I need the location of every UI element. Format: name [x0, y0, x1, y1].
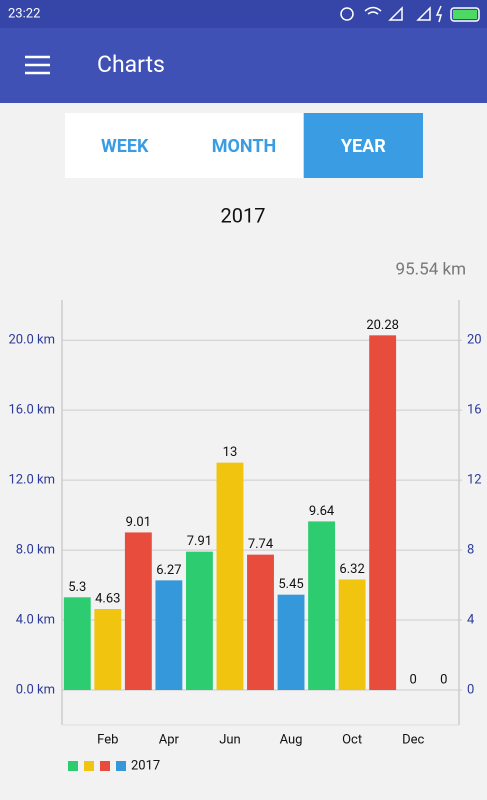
bar-value-label: 20.28: [366, 318, 399, 333]
bar-value-label: 6.27: [156, 563, 181, 578]
y-tick-label: 4.0 km: [16, 612, 55, 627]
x-tick-label: Apr: [159, 732, 180, 747]
bar: [94, 609, 122, 691]
bar: [155, 580, 183, 691]
x-tick-label: Oct: [342, 732, 362, 747]
bar-value-label: 0: [440, 672, 447, 687]
tab-bar: WEEK MONTH YEAR: [65, 113, 423, 178]
tab-label[interactable]: MONTH: [212, 136, 276, 157]
chart: 0.0 km 4.0 km 8.0 km 12.0 km 16.0 km 20.0 km 0…: [8, 300, 482, 773]
period-title: 2017: [221, 203, 266, 227]
bar-value-label: 9.01: [126, 515, 151, 530]
y2-tick-label: 16: [467, 403, 482, 418]
battery-level: [453, 10, 477, 19]
y2-tick-label: 20: [467, 333, 482, 348]
y2-tick-label: 4: [467, 612, 475, 627]
bar: [63, 597, 91, 691]
legend-swatch: [84, 761, 94, 771]
x-tick-label: Aug: [280, 732, 303, 747]
tab-selected[interactable]: [303, 113, 423, 178]
bar: [369, 335, 397, 691]
bar-value-label: 5.3: [68, 580, 86, 595]
bar-value-label: 6.32: [339, 562, 364, 577]
legend-swatch: [116, 761, 126, 771]
bar: [338, 579, 366, 691]
bar-value-label: 5.45: [278, 577, 303, 592]
y-tick-label: 16.0 km: [8, 403, 55, 418]
status-icons: [340, 5, 480, 23]
legend-swatch: [100, 761, 110, 771]
bar-value-label: 0: [410, 672, 417, 687]
bar: [247, 554, 274, 691]
app-title: Charts: [97, 51, 165, 78]
bar-value-label: 9.64: [309, 504, 335, 519]
legend-label: 2017: [131, 758, 160, 773]
bar-value-label: 13: [223, 445, 238, 460]
bar: [124, 532, 152, 691]
tab-label[interactable]: YEAR: [341, 136, 386, 157]
x-tick-label: Jun: [219, 732, 241, 747]
y-tick-label: 12.0 km: [8, 473, 55, 488]
y-tick-label: 8.0 km: [16, 543, 55, 558]
app-bar: [0, 28, 487, 103]
x-tick-label: Feb: [97, 732, 118, 747]
x-tick-label: Dec: [402, 732, 424, 747]
y2-tick-label: 12: [467, 473, 482, 488]
bar: [216, 462, 244, 691]
y2-tick-label: 0: [467, 682, 474, 697]
bar: [185, 551, 213, 691]
bar: [308, 521, 336, 691]
legend-swatch: [68, 761, 78, 771]
status-time: 23:22: [8, 6, 40, 21]
bar-value-label: 4.63: [95, 591, 120, 606]
y-tick-label: 0.0 km: [16, 682, 55, 697]
menu-button[interactable]: [25, 55, 50, 75]
bar: [277, 594, 305, 691]
tab-label[interactable]: WEEK: [101, 136, 149, 157]
status-bar: [0, 0, 487, 28]
bar-value-label: 7.74: [248, 537, 274, 552]
total-distance: 95.54 km: [396, 259, 466, 279]
y-tick-label: 20.0 km: [8, 333, 55, 348]
bar-value-label: 7.91: [187, 534, 212, 549]
y2-tick-label: 8: [467, 543, 474, 558]
